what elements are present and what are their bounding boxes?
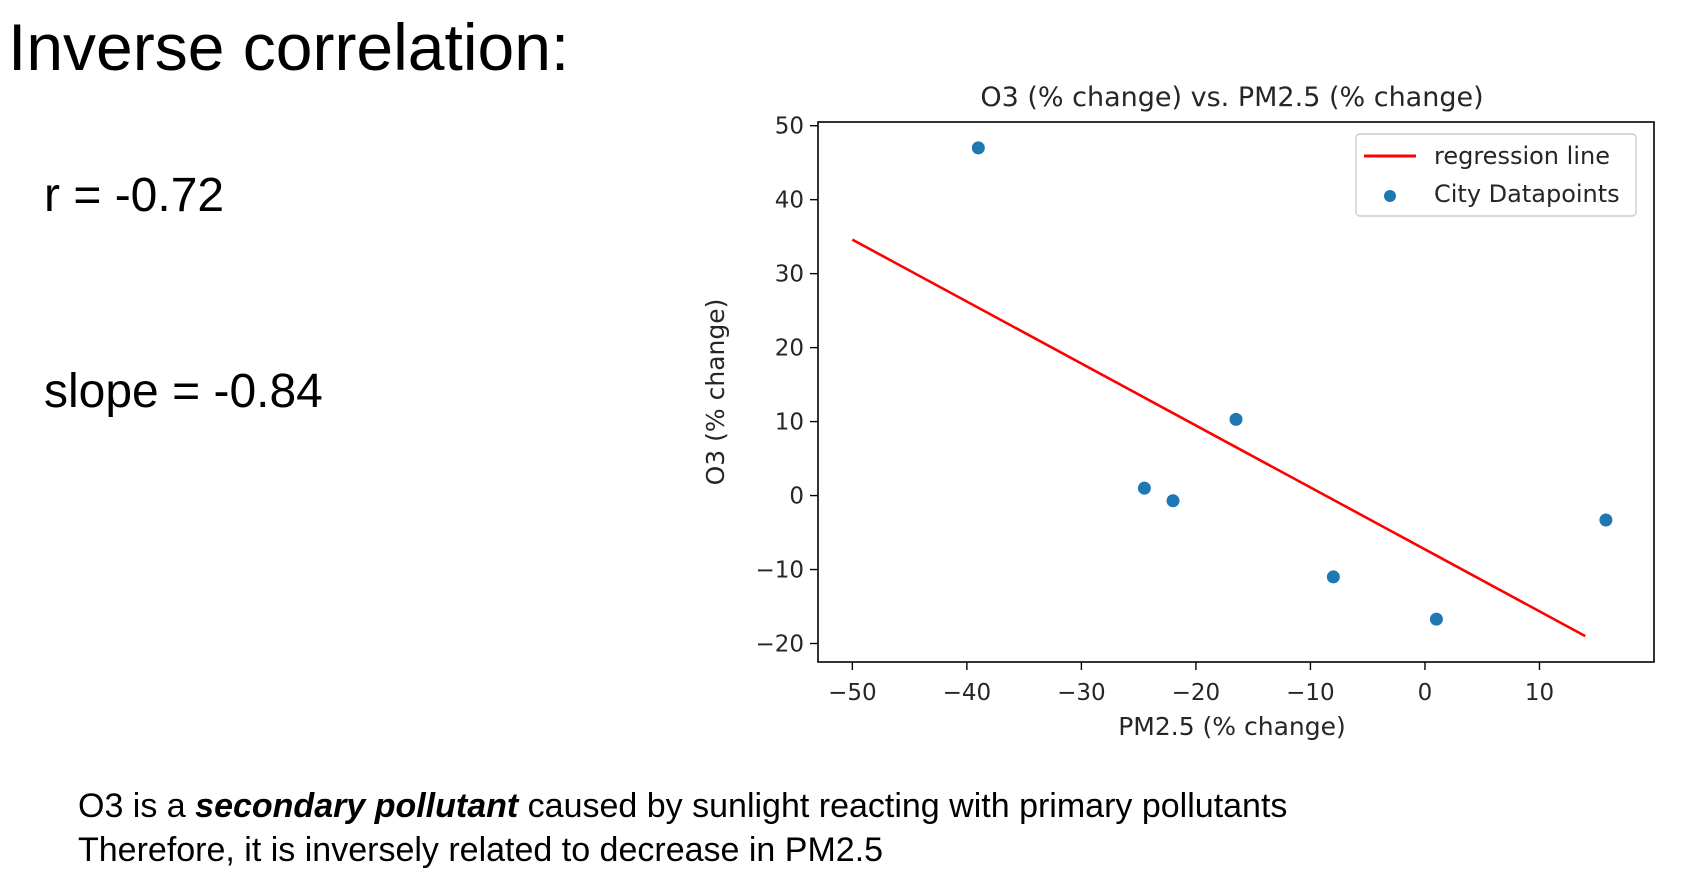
- regression-line: [851, 238, 1586, 638]
- footer-emphasis: secondary pollutant: [195, 787, 519, 825]
- x-tick-label: −40: [943, 680, 992, 706]
- y-tick-label: 50: [775, 114, 804, 140]
- slope-value: slope = -0.84: [44, 365, 323, 418]
- plot-frame: [817, 121, 1655, 663]
- slide-title: Inverse correlation:: [8, 10, 570, 84]
- plot-area: [817, 121, 1655, 663]
- chart-title: O3 (% change) vs. PM2.5 (% change): [980, 82, 1483, 113]
- data-point: [1166, 494, 1180, 508]
- x-tick-label: 0: [1418, 680, 1433, 706]
- footer-line-1-post: caused by sunlight reacting with primary…: [518, 787, 1288, 825]
- x-tick-label: −20: [1172, 680, 1221, 706]
- series-layer: [851, 141, 1613, 638]
- footer-line-1: O3 is a secondary pollutant caused by su…: [78, 784, 1287, 828]
- y-tick-label: 20: [775, 336, 804, 362]
- y-tick-label: 0: [789, 484, 804, 510]
- legend-swatch-city-datapoints: [1384, 190, 1396, 202]
- x-axis-label: PM2.5 (% change): [1118, 712, 1346, 741]
- data-point: [1229, 412, 1243, 426]
- data-point: [1599, 513, 1613, 527]
- y-axis-label: O3 (% change): [701, 299, 730, 486]
- y-tick-label: 40: [775, 188, 804, 214]
- x-tick-label: −10: [1286, 680, 1335, 706]
- data-point: [1137, 481, 1151, 495]
- y-tick-label: 30: [775, 262, 804, 288]
- x-tick-label: −30: [1057, 680, 1106, 706]
- y-tick-label: −20: [755, 632, 804, 658]
- legend: regression line City Datapoints: [1355, 133, 1637, 217]
- data-point: [1429, 612, 1443, 626]
- legend-entry-regression-line: regression line: [1434, 142, 1610, 170]
- y-tick-label: 10: [775, 410, 804, 436]
- x-tick-label: −50: [828, 680, 877, 706]
- x-tick-label: 10: [1525, 680, 1554, 706]
- r-value: r = -0.72: [44, 169, 225, 222]
- x-axis: −50 −40 −30 −20 −10 0 10: [828, 662, 1554, 706]
- footer-line-1-pre: O3 is a: [78, 787, 196, 825]
- data-point: [971, 141, 985, 155]
- y-axis: −20 −10 0 10 20 30 40 50: [755, 114, 818, 658]
- footer-text: O3 is a secondary pollutant caused by su…: [78, 784, 1287, 872]
- legend-entry-city-datapoints: City Datapoints: [1434, 180, 1620, 208]
- legend-frame: [1355, 133, 1637, 217]
- y-tick-label: −10: [755, 558, 804, 584]
- footer-line-2: Therefore, it is inversely related to de…: [78, 831, 884, 869]
- data-point: [1326, 570, 1340, 584]
